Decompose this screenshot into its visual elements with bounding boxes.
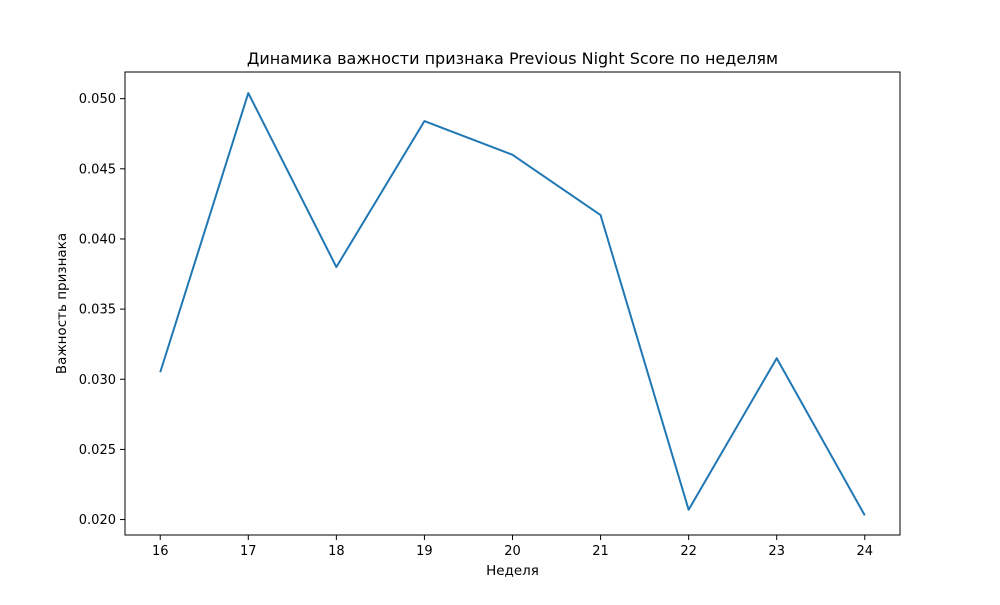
plot-area (159, 92, 866, 516)
chart-title: Динамика важности признака Previous Nigh… (247, 49, 778, 68)
x-axis-ticks: 16 17 18 19 20 21 22 23 24 (152, 535, 873, 559)
x-tick-label: 21 (592, 544, 609, 559)
x-tick-label: 20 (504, 544, 521, 559)
y-axis-ticks: 0.020 0.025 0.030 0.035 0.040 0.045 0.050 (79, 92, 125, 528)
x-tick-label: 23 (768, 544, 785, 559)
y-tick-label: 0.020 (79, 513, 116, 528)
y-axis-label: Важность признака (54, 233, 70, 374)
x-axis-label: Неделя (486, 563, 539, 579)
y-tick-label: 0.025 (79, 443, 116, 458)
y-tick-label: 0.030 (79, 373, 116, 388)
x-tick-label: 17 (240, 544, 257, 559)
x-tick-label: 22 (680, 544, 697, 559)
y-tick-label: 0.035 (79, 303, 116, 318)
y-tick-label: 0.050 (79, 92, 116, 107)
x-tick-label: 18 (328, 544, 345, 559)
y-tick-label: 0.045 (79, 162, 116, 177)
x-tick-label: 24 (856, 544, 873, 559)
series-line (159, 92, 866, 516)
axes-frame (124, 71, 901, 536)
y-tick-label: 0.040 (79, 232, 116, 247)
x-tick-label: 19 (416, 544, 433, 559)
x-tick-label: 16 (152, 544, 169, 559)
